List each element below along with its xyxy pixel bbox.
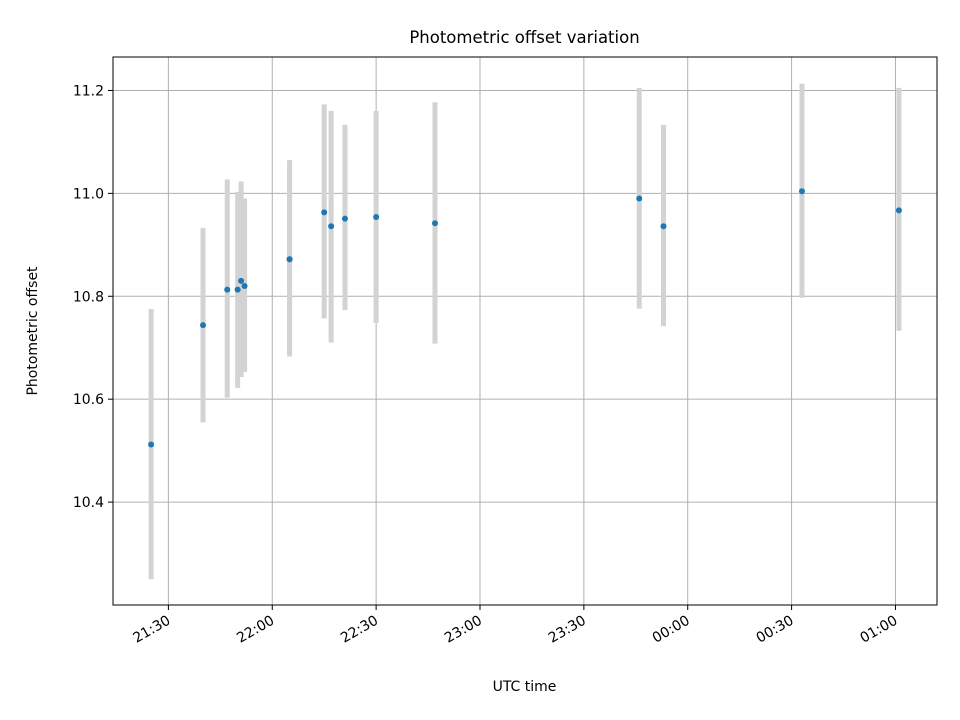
y-tick-label: 11.2	[73, 83, 104, 99]
y-axis: 10.4 10.6 10.8 11.0 11.2	[73, 83, 113, 511]
plot-frame	[112, 56, 938, 606]
data-point	[636, 195, 643, 202]
data-point	[328, 223, 335, 230]
data-point	[238, 277, 245, 284]
y-tick-label: 11.0	[73, 186, 104, 202]
data-point	[341, 215, 348, 222]
chart-title: Photometric offset variation	[409, 28, 639, 47]
data-point	[241, 282, 248, 289]
data-point	[895, 207, 902, 214]
data-point	[286, 256, 293, 263]
data-point	[373, 214, 380, 221]
y-tick-label: 10.8	[73, 289, 104, 305]
x-axis-label: UTC time	[493, 679, 557, 695]
data-point	[234, 286, 241, 293]
y-tick-label: 10.4	[73, 495, 104, 511]
data-point	[321, 209, 328, 216]
data-points	[148, 188, 902, 448]
y-axis-label: Photometric offset	[25, 266, 41, 396]
data-point	[431, 220, 438, 227]
data-point	[798, 188, 805, 195]
data-point	[200, 322, 207, 329]
data-point	[148, 441, 155, 448]
data-point	[224, 286, 231, 293]
y-tick-label: 10.6	[73, 392, 104, 408]
data-point	[660, 223, 667, 230]
